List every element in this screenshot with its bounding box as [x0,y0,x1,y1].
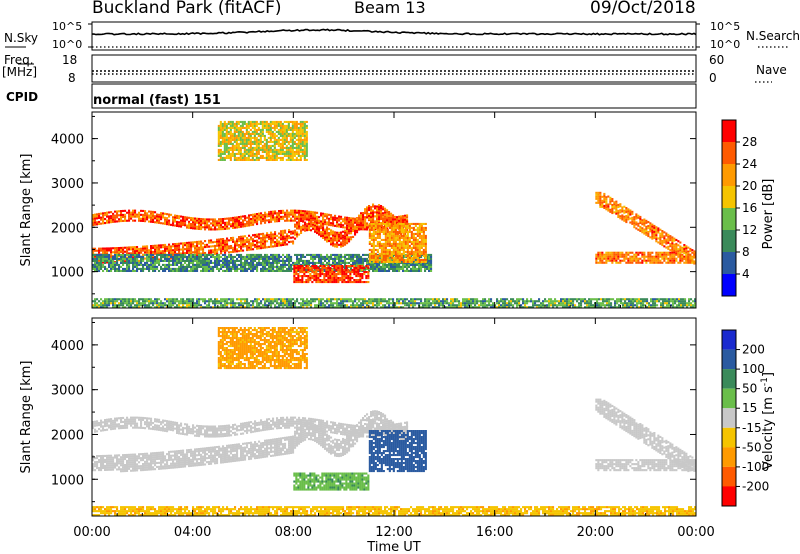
colorbar-segment [722,164,736,186]
power-ylabel: Slant Range [km] [19,154,34,267]
date-label: 09/Oct/2018 [590,0,696,18]
cpid-panel-frame [91,83,697,109]
colorbar-segment [722,447,736,467]
noise-left-tick-bottom: 10^0 [52,38,83,51]
velocity-axes: 00:00 04:00 08:00 12:00 16:00 20:00 00:00 1000 2… [51,318,715,540]
x-tick-label: 00:00 [73,525,110,540]
velocity-colorbar: 200 100 50 15 -15 -50 -100 -200 [721,329,769,507]
colorbar-tick-label: 16 [742,201,757,215]
power-colorbar: 28 24 20 16 12 8 4 [721,119,757,297]
y-tick-label: 4000 [51,133,84,148]
power-heatmap [92,120,696,308]
colorbar-tick-label: 28 [742,135,757,149]
colorbar-segment [722,142,736,164]
x-tick-label: 20:00 [577,525,614,540]
freq-panel-frame [91,54,697,83]
noise-right-label: N.Search [746,29,800,43]
cpid-value: normal (fast) 151 [93,93,221,108]
colorbar-tick-label: 15 [742,401,757,415]
colorbar-tick-label: 200 [742,343,765,357]
y-tick-label: 1000 [51,473,84,488]
y-tick-label: 3000 [51,177,84,192]
colorbar-segment [722,466,736,487]
colorbar-tick-label: -50 [742,440,762,454]
power-colorbar-label: Power [dB] [761,179,776,250]
noise-left-tick-top: 10^5 [52,20,83,33]
velocity-colorbar-label: Velocity [m s-1] [760,372,776,470]
colorbar-tick-label: -100 [742,460,769,474]
beam-label: Beam 13 [354,0,426,17]
cpid-label: CPID [6,90,39,104]
colorbar-tick-label: -200 [742,479,769,493]
colorbar-segment [722,120,736,142]
y-tick-label: 4000 [51,339,84,354]
colorbar-tick-label: 20 [742,179,757,193]
x-tick-label: 08:00 [275,525,312,540]
colorbar-tick-label: 8 [742,245,750,259]
colorbar-segment [722,208,736,230]
y-tick-label: 2000 [51,428,84,443]
colorbar-segment [722,388,736,409]
y-tick-label: 1000 [51,266,84,281]
xlabel: Time UT [366,540,420,554]
freq-unit: [MHz] [2,65,38,79]
x-tick-label: 12:00 [375,525,412,540]
freq-tick-8: 8 [68,71,76,85]
x-tick-label: 00:00 [677,525,714,540]
power-axes: 1000 2000 3000 4000 [51,112,697,308]
velocity-ylabel: Slant Range [km] [19,361,34,474]
y-tick-label: 3000 [51,384,84,399]
colorbar-frame [721,329,737,507]
colorbar-tick-label: 4 [742,267,750,281]
colorbar-segment [722,252,736,274]
noise-panel-frame [91,21,697,51]
noise-left-label: N.Sky [4,31,39,45]
colorbar-segment [722,230,736,252]
nave-tick-0: 0 [709,71,717,85]
x-tick-label: 04:00 [174,525,211,540]
colorbar-tick-label: -15 [742,421,762,435]
colorbar-segment [722,486,736,506]
station-title: Buckland Park (fitACF) [92,0,282,18]
noise-right-tick-bottom: 10^0 [710,38,741,51]
noise-right-tick-top: 10^5 [710,20,741,33]
colorbar-segment [722,330,736,350]
colorbar-segment [722,427,736,448]
y-tick-label: 2000 [51,221,84,236]
velocity-heatmap [92,327,696,516]
colorbar-segment [722,274,736,296]
colorbar-tick-label: 24 [742,157,757,171]
freq-tick-18: 18 [62,53,78,67]
colorbar-tick-label: 50 [742,382,757,396]
noise-sky-line [91,28,697,36]
colorbar-segment [722,369,736,389]
colorbar-segment [722,349,736,370]
colorbar-tick-label: 12 [742,223,757,237]
nave-label: Nave [756,63,787,77]
nave-tick-60: 60 [709,53,725,67]
colorbar-tick-label: 100 [742,362,765,376]
colorbar-segment [722,408,736,428]
colorbar-segment [722,186,736,208]
x-tick-label: 16:00 [476,525,513,540]
